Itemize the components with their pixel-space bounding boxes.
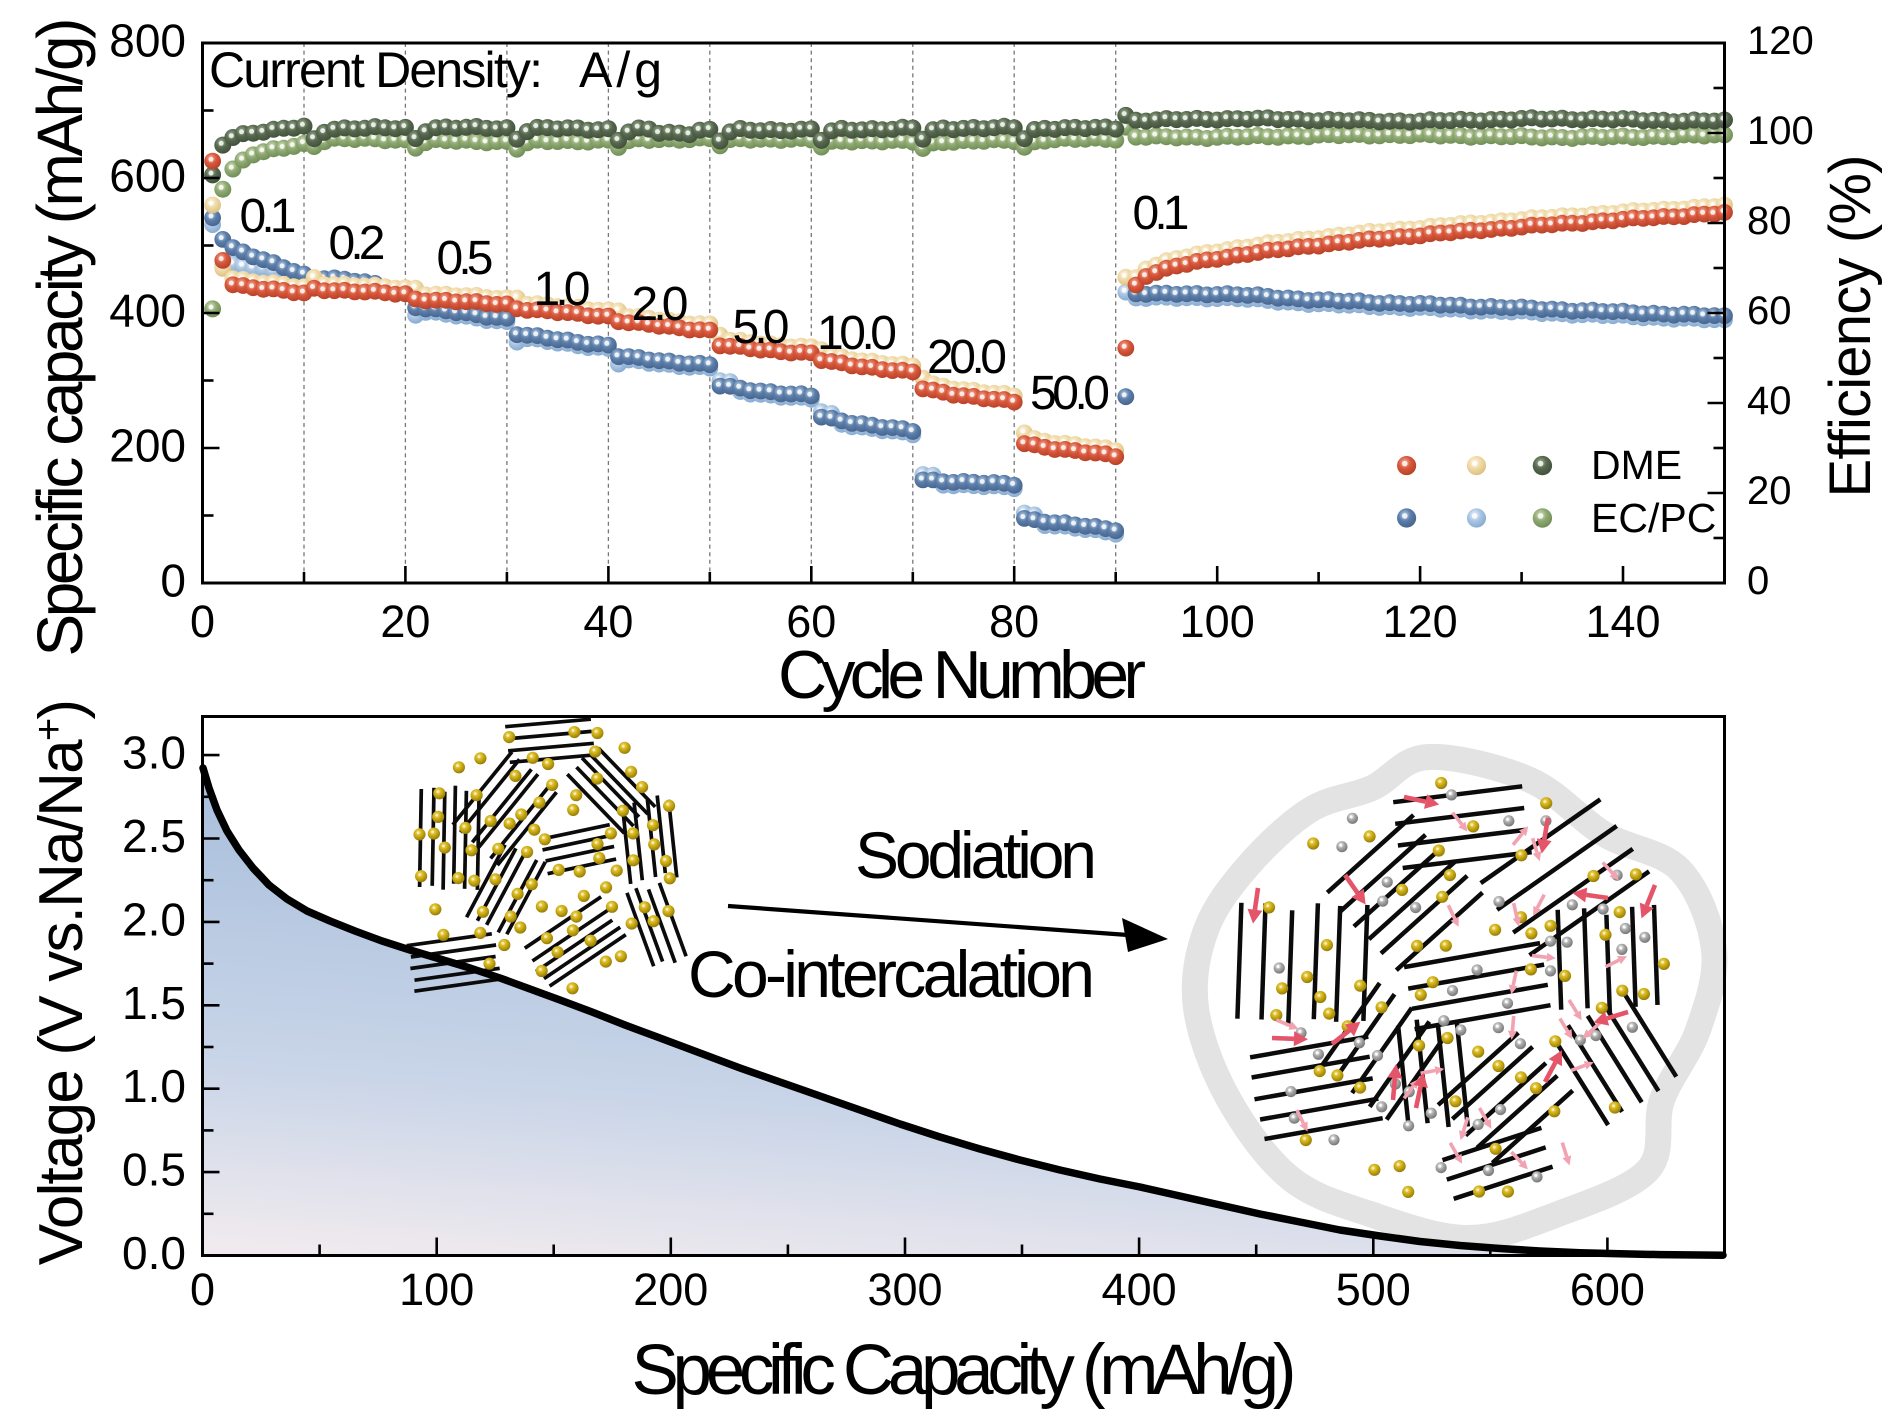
svg-text:0.5: 0.5 [437, 232, 494, 285]
svg-text:Voltage (V vs.Na/Na+): Voltage (V vs.Na/Na+) [27, 701, 96, 1266]
svg-text:300: 300 [867, 1264, 942, 1315]
svg-text:20: 20 [380, 596, 430, 647]
svg-text:500: 500 [1336, 1264, 1411, 1315]
svg-text:A/g: A/g [579, 42, 662, 98]
svg-text:0.0: 0.0 [122, 1227, 186, 1279]
svg-text:EC/PC: EC/PC [1591, 495, 1716, 541]
svg-text:1.0: 1.0 [534, 263, 591, 316]
svg-text:Cycle Number: Cycle Number [778, 637, 1146, 713]
svg-text:0.1: 0.1 [240, 190, 297, 243]
svg-text:Efficiency (%): Efficiency (%) [1818, 155, 1883, 498]
svg-text:800: 800 [109, 15, 186, 67]
svg-text:140: 140 [1585, 596, 1660, 647]
svg-text:2.0: 2.0 [122, 893, 186, 945]
svg-text:3.0: 3.0 [122, 727, 186, 779]
svg-text:50.0: 50.0 [1030, 367, 1110, 420]
svg-text:60: 60 [1747, 289, 1792, 333]
svg-text:Current Density:: Current Density: [209, 42, 543, 98]
svg-text:100: 100 [1180, 596, 1255, 647]
svg-text:0: 0 [160, 555, 186, 607]
svg-text:2.0: 2.0 [632, 278, 689, 331]
svg-text:100: 100 [399, 1264, 474, 1315]
svg-text:Sodiation: Sodiation [855, 818, 1097, 892]
svg-text:20: 20 [1747, 469, 1792, 513]
svg-text:1.0: 1.0 [122, 1060, 186, 1112]
svg-text:120: 120 [1747, 19, 1814, 63]
svg-text:60: 60 [786, 596, 836, 647]
svg-text:0: 0 [190, 596, 215, 647]
svg-text:40: 40 [1747, 379, 1792, 423]
svg-text:0.2: 0.2 [329, 217, 386, 270]
svg-text:400: 400 [109, 285, 186, 337]
svg-text:120: 120 [1383, 596, 1458, 647]
svg-text:0: 0 [190, 1264, 215, 1315]
svg-text:80: 80 [989, 596, 1039, 647]
svg-text:600: 600 [1570, 1264, 1645, 1315]
svg-text:200: 200 [109, 420, 186, 472]
svg-text:Specific Capacity (mAh/g): Specific Capacity (mAh/g) [632, 1331, 1297, 1410]
svg-text:Co-intercalation: Co-intercalation [688, 937, 1095, 1011]
svg-text:Specific capacity (mAh/g): Specific capacity (mAh/g) [24, 18, 96, 657]
svg-text:DME: DME [1591, 442, 1682, 488]
svg-text:10.0: 10.0 [817, 307, 897, 360]
svg-text:40: 40 [583, 596, 633, 647]
svg-text:5.0: 5.0 [733, 301, 790, 354]
svg-text:80: 80 [1747, 199, 1792, 243]
svg-text:200: 200 [633, 1264, 708, 1315]
svg-text:600: 600 [109, 150, 186, 202]
svg-text:100: 100 [1747, 109, 1814, 153]
svg-text:0.1: 0.1 [1133, 187, 1190, 240]
svg-text:0: 0 [1747, 559, 1769, 603]
svg-text:2.5: 2.5 [122, 810, 186, 862]
svg-text:20.0: 20.0 [927, 331, 1007, 384]
svg-text:400: 400 [1102, 1264, 1177, 1315]
svg-text:0.5: 0.5 [122, 1144, 186, 1196]
svg-text:1.5: 1.5 [122, 977, 186, 1029]
